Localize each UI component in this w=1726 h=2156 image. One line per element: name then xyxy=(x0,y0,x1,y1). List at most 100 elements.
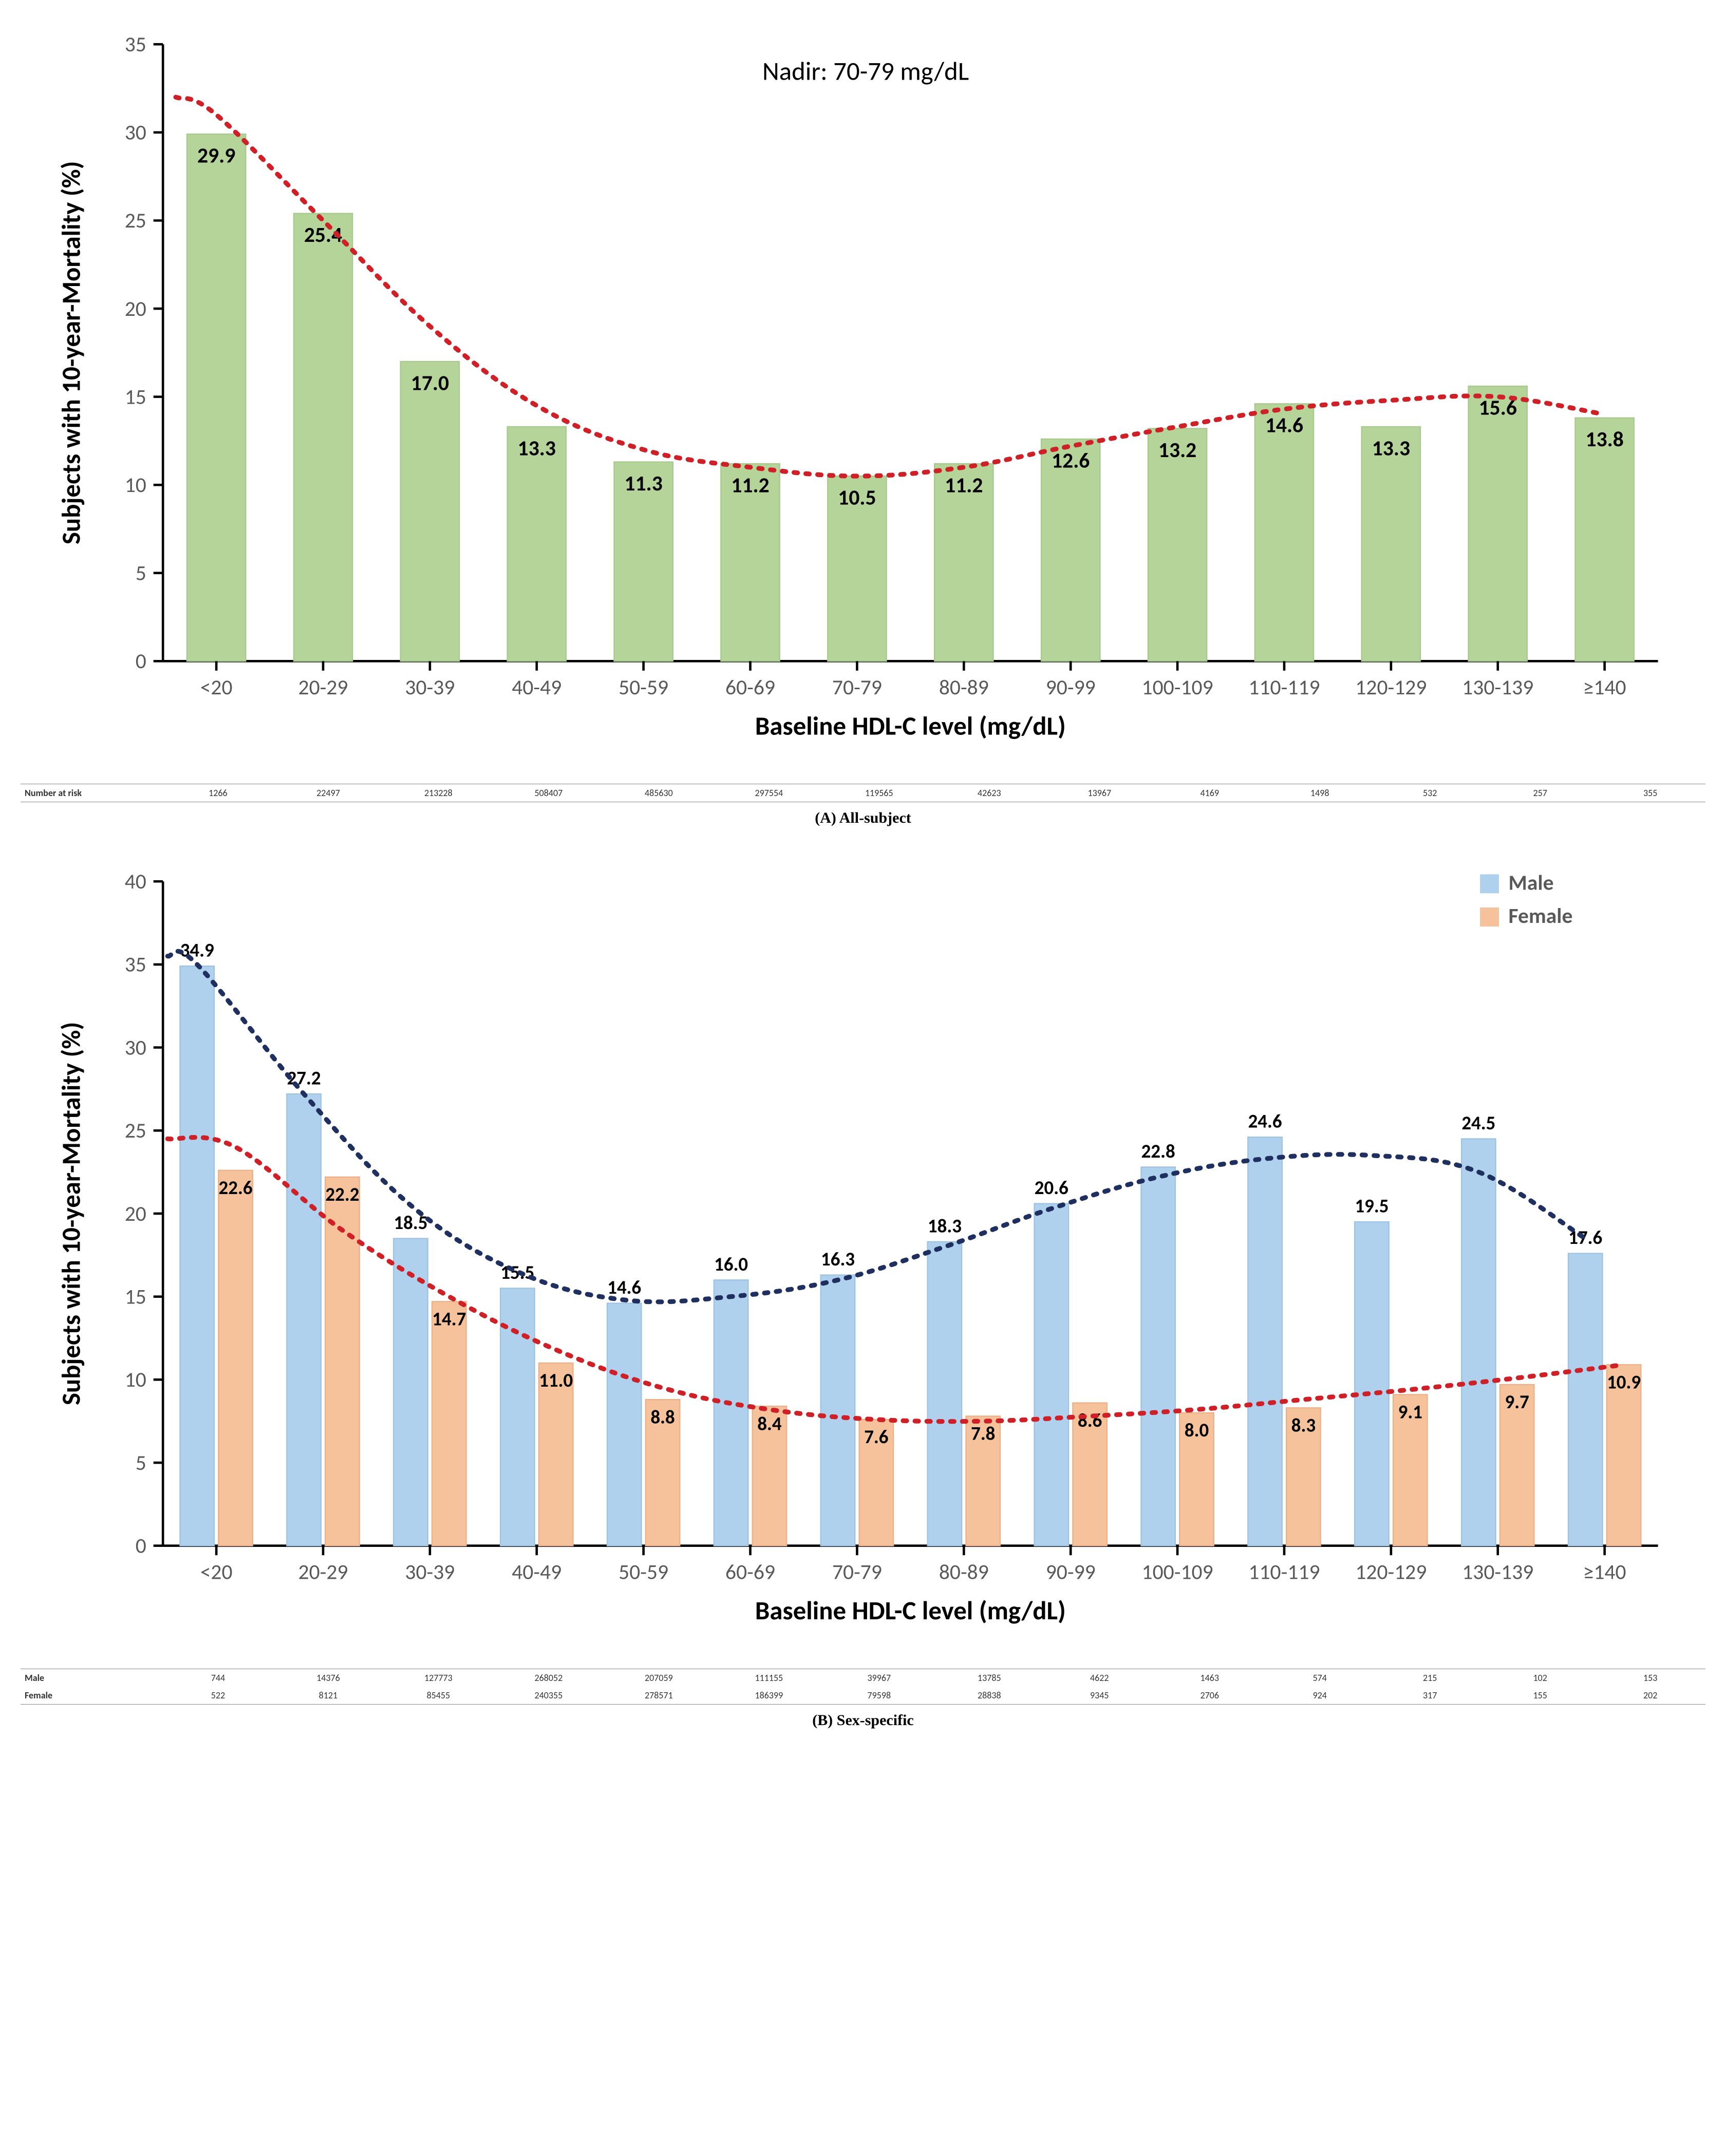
x-axis-title: Baseline HDL-C level (mg/dL) xyxy=(755,710,1066,742)
bar-value-label: 29.9 xyxy=(197,143,235,169)
bar-female-label: 22.6 xyxy=(219,1176,253,1199)
bar-male-label: 14.6 xyxy=(607,1276,641,1299)
x-tick-label: 100-109 xyxy=(1142,674,1213,701)
risk-row-label: Male xyxy=(21,1669,163,1687)
bar xyxy=(1148,428,1207,661)
bar xyxy=(294,214,352,661)
y-tick-label: 5 xyxy=(136,560,146,587)
bar-male-label: 22.8 xyxy=(1141,1140,1175,1163)
legend-swatch xyxy=(1480,875,1499,894)
risk-cell: 207059 xyxy=(604,1669,714,1687)
bar-value-label: 12.6 xyxy=(1052,447,1090,474)
bar-value-label: 13.3 xyxy=(518,435,556,461)
risk-cell: 278571 xyxy=(604,1687,714,1705)
risk-cell: 744 xyxy=(163,1669,273,1687)
bar-female-label: 8.8 xyxy=(650,1406,674,1429)
bar-male-label: 24.6 xyxy=(1248,1110,1282,1133)
bar-male-label: 18.3 xyxy=(928,1215,962,1238)
bar-male xyxy=(1461,1139,1496,1546)
bar-female-label: 9.1 xyxy=(1398,1401,1422,1424)
legend: MaleFemale xyxy=(1480,870,1572,930)
bar-female-label: 14.7 xyxy=(432,1308,466,1331)
bar-male-label: 34.9 xyxy=(180,939,214,962)
bar-value-label: 13.3 xyxy=(1372,435,1410,461)
x-tick-label: <20 xyxy=(200,674,233,701)
risk-cell: 1498 xyxy=(1265,784,1375,802)
x-tick-label: ≥140 xyxy=(1583,674,1626,701)
bar-male xyxy=(1035,1204,1069,1546)
x-tick-label: 60-69 xyxy=(725,674,775,701)
y-tick-label: 25 xyxy=(125,1118,146,1144)
x-tick-label: 50-59 xyxy=(618,1559,668,1585)
bar-female-label: 8.3 xyxy=(1291,1414,1316,1437)
risk-cell: 213228 xyxy=(383,784,493,802)
x-tick-label: 20-29 xyxy=(298,674,348,701)
risk-row-label: Number at risk xyxy=(21,784,163,802)
x-tick-label: 80-89 xyxy=(939,674,989,701)
risk-row: Number at risk12662249721322850840748563… xyxy=(21,784,1705,802)
bar-female-label: 7.6 xyxy=(864,1425,888,1448)
bar-value-label: 13.2 xyxy=(1158,437,1196,463)
x-tick-label: 50-59 xyxy=(618,674,668,701)
x-tick-label: 80-89 xyxy=(939,1559,989,1585)
bar-value-label: 10.5 xyxy=(838,484,876,510)
x-tick-label: <20 xyxy=(200,1559,233,1585)
y-tick-label: 0 xyxy=(136,1533,146,1559)
bar-female xyxy=(218,1170,253,1546)
risk-cell: 1266 xyxy=(163,784,273,802)
bar-male xyxy=(180,966,214,1546)
panel-a-caption-prefix: (A) xyxy=(815,809,836,826)
bar-male-label: 24.5 xyxy=(1461,1111,1495,1134)
bar-male-label: 27.2 xyxy=(287,1067,321,1090)
risk-cell: 155 xyxy=(1485,1687,1595,1705)
legend-swatch xyxy=(1480,907,1499,926)
x-tick-label: 40-49 xyxy=(512,674,561,701)
risk-cell: 28838 xyxy=(934,1687,1044,1705)
risk-cell: 508407 xyxy=(494,784,604,802)
panel-a-caption: (A) All-subject xyxy=(21,809,1705,827)
y-tick-label: 35 xyxy=(125,952,146,978)
x-tick-label: 60-69 xyxy=(725,1559,775,1585)
bar-male xyxy=(393,1239,428,1546)
risk-cell: 111155 xyxy=(714,1669,824,1687)
x-tick-label: 110-119 xyxy=(1248,1559,1320,1585)
x-tick-label: 130-139 xyxy=(1462,674,1533,701)
risk-cell: 268052 xyxy=(494,1669,604,1687)
y-tick-label: 15 xyxy=(125,384,146,410)
risk-cell: 532 xyxy=(1375,784,1485,802)
bar-female-label: 10.9 xyxy=(1607,1371,1641,1394)
bar xyxy=(1575,418,1634,661)
risk-cell: 13967 xyxy=(1044,784,1154,802)
bar-value-label: 14.6 xyxy=(1265,412,1303,439)
panel-a-caption-text: All-subject xyxy=(839,809,911,826)
bar xyxy=(401,362,459,661)
x-tick-label: 110-119 xyxy=(1248,674,1320,701)
risk-cell: 522 xyxy=(163,1687,273,1705)
bar-male-label: 19.5 xyxy=(1355,1195,1389,1218)
bar-female-label: 22.2 xyxy=(325,1183,359,1206)
bar-value-label: 11.3 xyxy=(625,470,663,497)
panel-b: 051015202530354034.922.6<2027.222.220-29… xyxy=(21,858,1705,1729)
risk-cell: 202 xyxy=(1595,1687,1705,1705)
legend-label: Female xyxy=(1509,903,1573,929)
figure: 0510152025303529.9<2025.420-2917.030-391… xyxy=(21,21,1705,1729)
x-tick-label: 100-109 xyxy=(1142,1559,1213,1585)
risk-cell: 153 xyxy=(1595,1669,1705,1687)
risk-cell: 102 xyxy=(1485,1669,1595,1687)
y-tick-label: 35 xyxy=(125,31,146,58)
risk-cell: 240355 xyxy=(494,1687,604,1705)
trend-line-female xyxy=(167,1138,1624,1422)
risk-cell: 9345 xyxy=(1044,1687,1154,1705)
bar xyxy=(508,427,566,661)
risk-cell: 924 xyxy=(1265,1687,1375,1705)
risk-cell: 79598 xyxy=(824,1687,934,1705)
y-tick-label: 30 xyxy=(125,1035,146,1061)
x-tick-label: 70-79 xyxy=(832,674,882,701)
panel-a-risk-table: Number at risk12662249721322850840748563… xyxy=(21,784,1705,802)
bar-male xyxy=(1355,1222,1389,1546)
risk-cell: 297554 xyxy=(714,784,824,802)
x-tick-label: 30-39 xyxy=(405,1559,455,1585)
bar-female-label: 8.6 xyxy=(1078,1409,1102,1432)
y-tick-label: 25 xyxy=(125,207,146,234)
panel-a: 0510152025303529.9<2025.420-2917.030-391… xyxy=(21,21,1705,827)
